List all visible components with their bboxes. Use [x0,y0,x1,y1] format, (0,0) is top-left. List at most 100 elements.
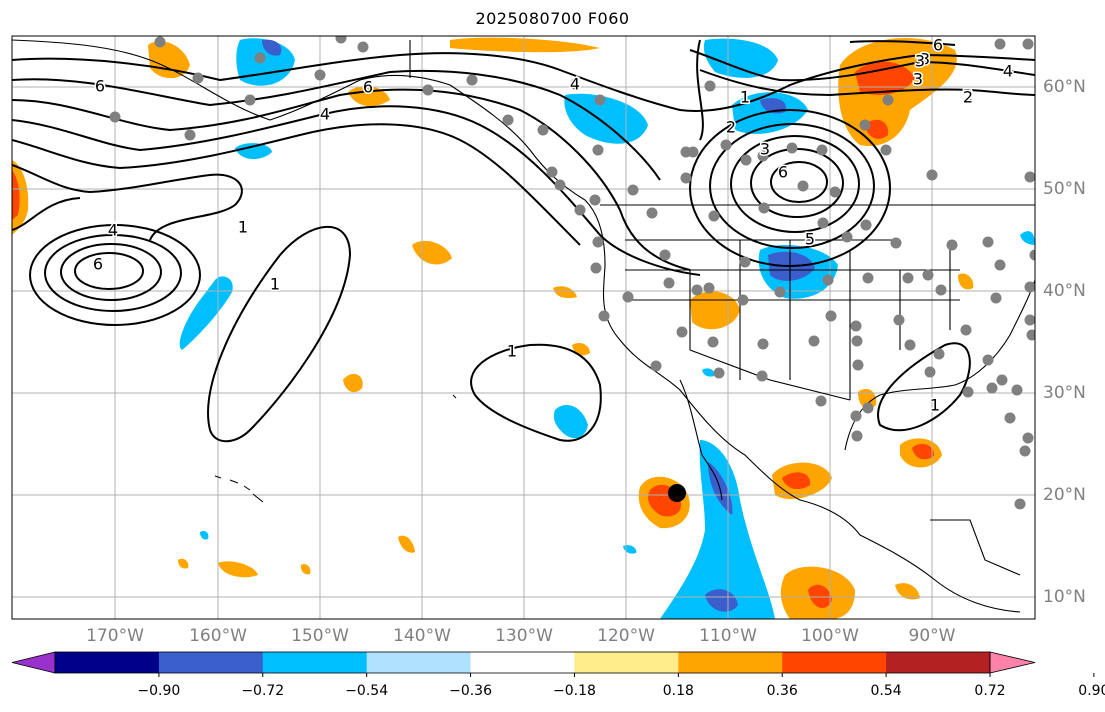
station-dot [663,277,675,289]
latitude-label: 30°N [1043,383,1086,403]
station-dot [774,286,786,298]
contour-label: 2 [963,88,973,107]
contour-label: 6 [933,36,943,55]
colorbar-tick-label: −0.18 [552,683,596,699]
station-dot [1011,384,1023,396]
station-dot [422,84,434,96]
station-dot [851,335,863,347]
station-dot [808,335,820,347]
station-dot [739,256,751,268]
contour-label: 4 [570,75,580,94]
station-dot [737,294,749,306]
station-dot [893,314,905,326]
station-dot [740,154,752,166]
contour-label: 1 [930,396,940,415]
map-frame [11,35,1036,620]
station-dot [994,38,1006,50]
station-dot [598,310,610,322]
station-dot [1024,281,1035,293]
station-dot [594,94,606,106]
colorbar-tick-label: 0.72 [974,683,1006,699]
station-dot [852,359,864,371]
station-dot [192,72,204,84]
station-dot [982,354,994,366]
station-dot [357,41,369,53]
station-dot [713,367,725,379]
map-title: 2025080700 F060 [475,9,630,28]
station-dot [902,272,914,284]
station-dot [859,119,871,131]
longitude-label: 150°W [291,626,349,646]
station-dot [537,124,549,136]
station-dot [466,74,478,86]
station-dot [708,210,720,222]
station-dot [589,194,601,206]
station-dot [335,36,347,44]
latitude-label: 40°N [1043,281,1086,301]
latitude-label: 60°N [1043,77,1086,97]
longitude-label: 160°W [189,626,247,646]
longitude-label: 130°W [495,626,553,646]
station-dot [646,207,658,219]
station-dot [933,348,945,360]
contour-label: 1 [238,218,248,237]
station-dot [880,144,892,156]
station-dot [851,430,863,442]
latitude-label: 50°N [1043,179,1086,199]
station-dot [546,166,558,178]
station-dot [703,282,715,294]
station-dot [850,320,862,332]
station-dot [1022,432,1034,444]
station-dot [109,111,121,123]
station-dot [829,186,841,198]
longitude-label: 110°W [699,626,757,646]
longitude-label: 140°W [393,626,451,646]
contour-label: 3 [915,52,925,71]
islands [214,394,457,503]
station-dot [786,142,798,154]
station-dot [720,139,732,151]
station-dot [627,184,639,196]
station-dot [797,180,809,192]
station-dot [574,204,586,216]
station-dot [986,382,998,394]
colorbar-tick-label: 0.18 [662,683,694,699]
colorbar-tick-label: −0.36 [449,683,492,699]
station-dot [554,179,566,191]
station-dot [590,262,602,274]
station-dot [659,249,671,261]
station-dot [704,80,716,92]
station-markers [109,36,1035,510]
contour-label: 3 [920,50,930,69]
station-dot [946,239,958,251]
station-dot [926,169,938,181]
station-dot [1024,171,1035,183]
station-dot [1014,498,1026,510]
station-dot [817,217,829,229]
station-dot [850,410,862,422]
station-dot [890,237,902,249]
latitude-label: 20°N [1043,485,1086,505]
contour-label: 1 [740,88,750,107]
contour-label: 6 [95,77,105,96]
station-dot [502,114,514,126]
station-dot [254,52,266,64]
station-dot [680,172,692,184]
station-dot [707,336,719,348]
contour-label: 5 [805,230,815,249]
station-dot [860,219,872,231]
station-dot [982,236,994,248]
contour-label: 1 [507,342,517,361]
station-dot [622,291,634,303]
station-dot [862,272,874,284]
station-dot [815,395,827,407]
longitude-label: 90°W [908,626,956,646]
station-dot [592,144,604,156]
latitude-label: 10°N [1043,587,1086,607]
contour-label: 4 [1003,62,1013,81]
contour-label: 2 [726,118,736,137]
contour-lines [12,39,1035,443]
station-dot [816,144,828,156]
contour-label: 6 [778,163,788,182]
